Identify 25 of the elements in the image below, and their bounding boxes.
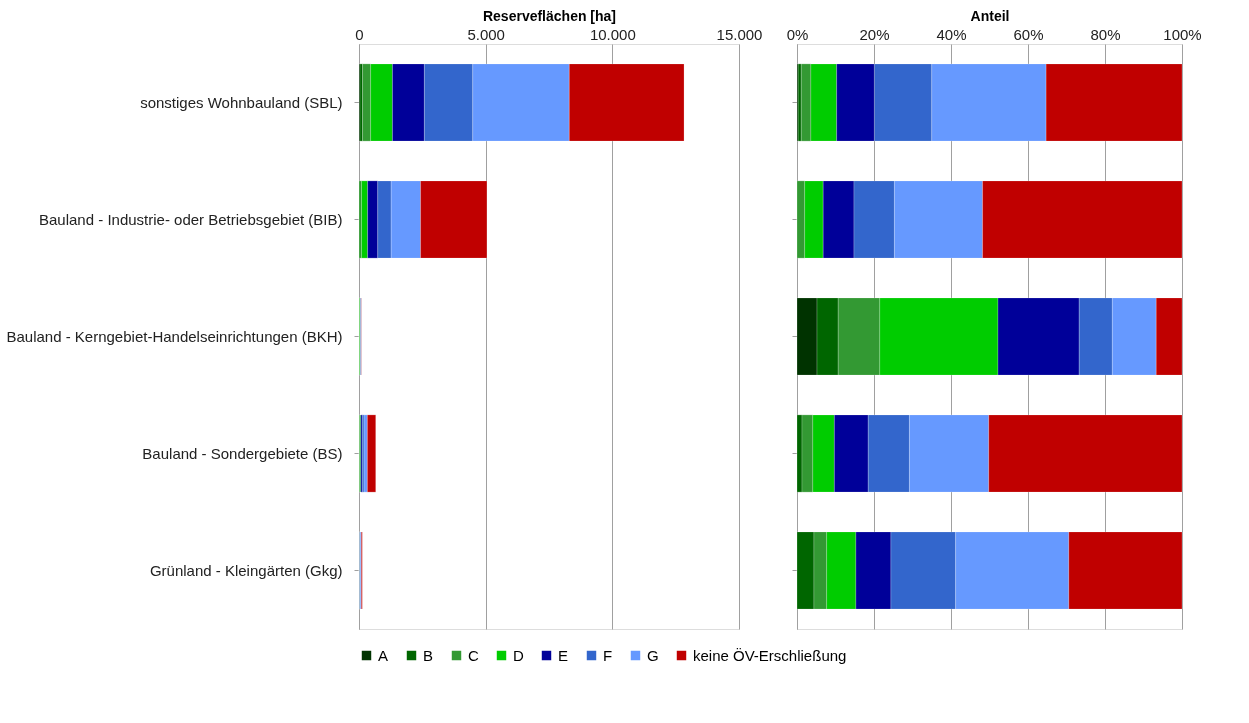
x-axis-title: Reserveflächen [ha] [482, 7, 617, 24]
x-tick-label: 5.000 [467, 25, 505, 43]
x-tick-label: 0% [786, 25, 809, 43]
y-tick-label: sonstiges Wohnbauland (SBL) [140, 93, 343, 111]
x-tick-label: 40% [936, 25, 967, 43]
legend-label: G [647, 646, 659, 664]
x-tick-label: 20% [859, 25, 890, 43]
y-tick-label: Bauland - Kerngebiet-Handelseinrichtungen (BKH) [6, 327, 343, 345]
x-tick-label: 0 [355, 25, 364, 43]
legend-label: E [558, 646, 569, 664]
y-tick-label: Grünland - Kleingärten (Gkg) [149, 561, 343, 579]
x-tick-label: 60% [1013, 25, 1044, 43]
legend-label: D [513, 646, 524, 664]
legend-label: F [603, 646, 613, 664]
legend-label: A [378, 646, 389, 664]
y-tick-label: Bauland - Industrie- oder Betriebsgebiet (BIB) [39, 210, 343, 228]
x-tick-label: 80% [1090, 25, 1121, 43]
legend-label: keine ÖV-Erschließung [693, 646, 847, 664]
y-tick-label: Bauland - Sondergebiete (BS) [142, 444, 343, 462]
legend-label: C [468, 646, 479, 664]
x-tick-label: 100% [1163, 25, 1202, 43]
x-tick-label: 15.000 [716, 25, 763, 43]
x-tick-label: 10.000 [589, 25, 636, 43]
legend-label: B [423, 646, 434, 664]
x-axis-title: Anteil [970, 7, 1010, 24]
